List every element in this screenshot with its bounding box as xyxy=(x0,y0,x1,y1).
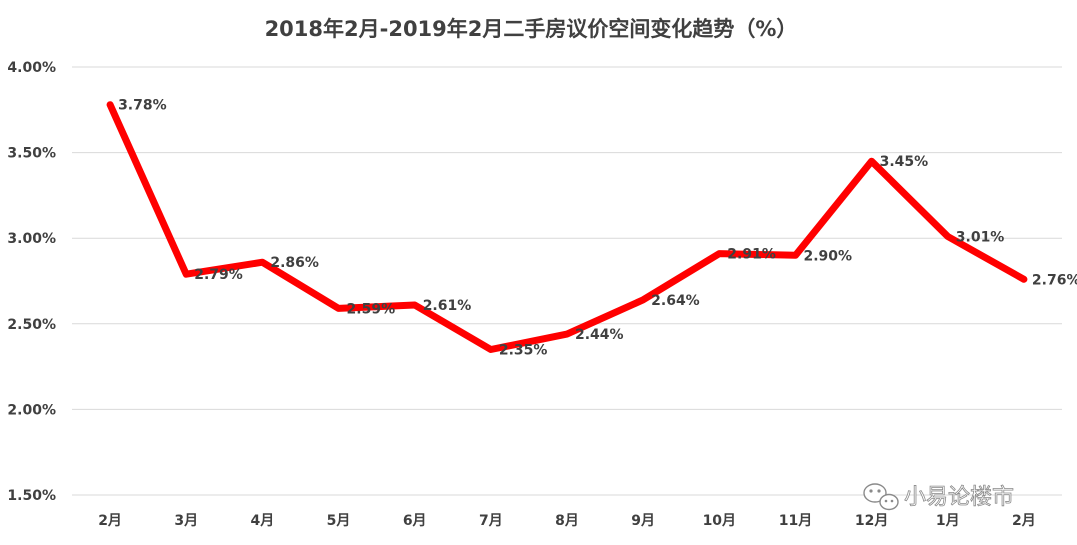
data-label: 2.59% xyxy=(347,301,396,317)
data-label: 3.78% xyxy=(118,98,167,114)
y-tick-label: 1.50% xyxy=(7,488,56,504)
x-tick-label: 6月 xyxy=(403,513,427,529)
x-tick-label: 5月 xyxy=(327,513,351,529)
x-tick-label: 2月 xyxy=(98,513,122,529)
chart-title: 2018年2月-2019年2月二手房议价空间变化趋势（%） xyxy=(265,17,798,41)
y-tick-label: 4.00% xyxy=(7,60,56,76)
wechat-icon xyxy=(863,483,899,511)
x-tick-label: 9月 xyxy=(631,513,655,529)
data-label: 2.79% xyxy=(194,267,243,283)
data-label: 3.45% xyxy=(880,154,929,170)
gridlines xyxy=(72,66,1062,496)
x-tick-label: 10月 xyxy=(703,513,736,529)
data-label: 2.91% xyxy=(727,247,776,263)
data-label: 2.44% xyxy=(575,327,624,343)
data-label: 2.90% xyxy=(803,248,852,264)
series-line xyxy=(106,101,1028,353)
data-label: 2.35% xyxy=(499,342,548,358)
watermark: 小易论楼市 xyxy=(863,483,1014,511)
x-tick-label: 7月 xyxy=(479,513,503,529)
x-tick-label: 2月 xyxy=(1012,513,1036,529)
y-tick-label: 2.00% xyxy=(7,402,56,418)
data-label: 2.76% xyxy=(1032,272,1077,288)
watermark-text: 小易论楼市 xyxy=(904,485,1014,510)
y-tick-label: 3.00% xyxy=(7,231,56,247)
x-tick-label: 11月 xyxy=(779,513,812,529)
data-label: 2.61% xyxy=(423,298,472,314)
y-tick-label: 2.50% xyxy=(7,317,56,333)
data-label: 2.86% xyxy=(270,255,319,271)
y-axis: 1.50% 2.00% 2.50% 3.00% 3.50% 4.00% xyxy=(7,60,56,504)
data-labels: 3.78% 2.79% 2.86% 2.59% 2.61% 2.35% 2.44% 2.64%… xyxy=(118,98,1077,359)
series-line-group xyxy=(106,101,1028,353)
x-tick-label: 3月 xyxy=(174,513,198,529)
x-tick-label: 4月 xyxy=(251,513,275,529)
data-label: 2.64% xyxy=(651,293,700,309)
x-tick-label: 1月 xyxy=(936,513,960,529)
x-tick-label: 8月 xyxy=(555,513,579,529)
y-tick-label: 3.50% xyxy=(7,146,56,162)
data-label: 3.01% xyxy=(956,229,1005,245)
x-axis: 2月 3月 4月 5月 6月 7月 8月 9月 10月 11月 12月 1月 2月 xyxy=(98,513,1036,529)
x-tick-label: 12月 xyxy=(855,513,888,529)
